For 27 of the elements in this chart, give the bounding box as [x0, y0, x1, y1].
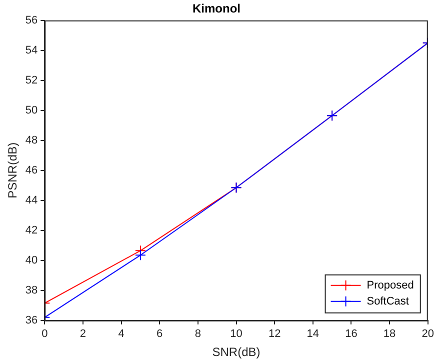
x-axis-title: SNR(dB): [212, 345, 260, 360]
legend-label: SoftCast: [366, 295, 409, 308]
x-tick-label: 12: [268, 328, 281, 340]
x-tick-label: 10: [230, 328, 242, 340]
y-tick-label: 48: [25, 134, 38, 146]
y-tick-label: 42: [25, 224, 38, 236]
y-tick-label: 40: [25, 254, 38, 266]
y-tick-label: 54: [25, 44, 38, 56]
y-tick-label: 52: [25, 74, 38, 86]
y-tick-label: 50: [25, 104, 38, 116]
x-tick-label: 6: [156, 328, 163, 340]
x-tick-label: 16: [345, 328, 358, 340]
x-tick-label: 2: [80, 328, 86, 340]
x-tick-label: 20: [422, 328, 434, 340]
x-tick-label: 4: [118, 328, 124, 340]
y-tick-label: 46: [25, 164, 38, 176]
y-tick-label: 56: [25, 14, 38, 26]
x-tick-label: 18: [383, 328, 396, 340]
x-tick-label: 0: [42, 328, 48, 340]
y-tick-label: 36: [25, 314, 38, 326]
x-tick-label: 8: [194, 328, 201, 340]
legend-label: Proposed: [366, 279, 414, 292]
y-tick-label: 44: [25, 194, 38, 206]
x-tick-label: 14: [306, 328, 320, 340]
y-tick-label: 38: [25, 284, 38, 296]
y-axis-title: PSNR(dB): [6, 142, 20, 198]
chart-title: Kimonol: [192, 2, 240, 16]
